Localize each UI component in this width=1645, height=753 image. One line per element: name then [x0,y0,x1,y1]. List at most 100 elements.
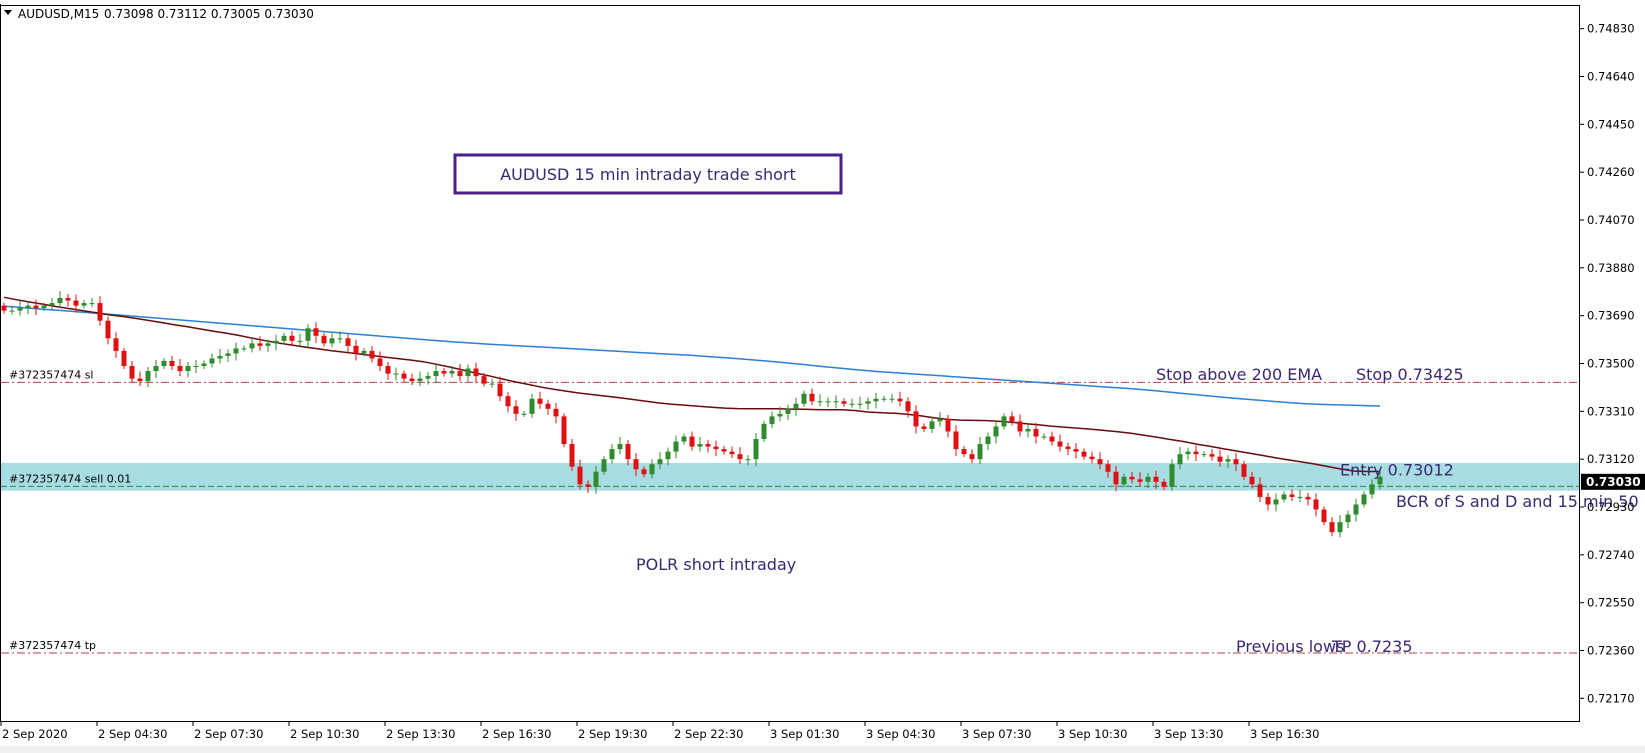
candle [1281,491,1287,503]
candle [225,349,231,362]
candle [561,413,567,448]
candle-body [945,418,951,432]
candle-body [9,310,15,312]
chevron-down-icon[interactable] [4,10,12,15]
y-tick-label: 0.74070 [1587,213,1635,227]
candle [985,432,991,451]
candle-body [1289,494,1295,497]
candle [1201,451,1207,458]
candle-body [1177,454,1183,465]
candle-body [1193,451,1199,455]
x-tick-label: 2 Sep 22:30 [674,727,743,741]
candle-body [473,368,479,377]
candle [513,400,519,421]
candle-body [1185,451,1191,455]
candle [137,371,143,387]
candle-body [929,421,935,429]
candle-body [1217,456,1223,462]
candle-body [497,383,503,397]
candle-body [585,484,591,487]
candle-body [881,398,887,400]
horizontal-scrollbar[interactable] [0,746,1645,753]
candle [1361,491,1367,508]
candle [49,298,55,310]
candle-body [441,371,447,374]
candle [1161,478,1167,490]
candle-body [65,298,71,301]
y-tick-label: 0.72170 [1587,691,1635,705]
candle [401,370,407,382]
candle-body [345,338,351,346]
candle [633,453,639,477]
candle-body [841,401,847,404]
candle [329,333,335,348]
candle [521,410,527,417]
candle-body [1025,428,1031,432]
candle [897,391,903,407]
price-axis[interactable]: 0.74830 0.74640 0.74450 0.74260 0.74070 0.738… [1579,22,1635,706]
candle-body [561,416,567,445]
candle [961,446,967,458]
candle-body [177,366,183,372]
candle [9,305,15,315]
candle [905,397,911,418]
candle-body [41,305,47,309]
ohlc-readout: 0.73098 0.73112 0.73005 0.73030 [104,7,314,21]
y-tick-label: 0.73310 [1587,404,1635,418]
annotation-text: TP 0.7235 [1331,637,1413,656]
candle [969,449,975,464]
candle-body [1137,479,1143,482]
time-axis[interactable]: 2 Sep 2020 2 Sep 04:30 2 Sep 07:30 2 Sep 10… [0,721,1319,741]
candle-body [1113,471,1119,485]
candle [233,342,239,361]
candle [1217,449,1223,467]
y-tick-label: 0.72360 [1587,644,1635,658]
annotation-text: POLR short intraday [636,555,796,574]
y-tick-label: 0.72740 [1587,548,1635,562]
annotation-text: Entry 0.73012 [1340,461,1454,480]
candle-body [329,338,335,344]
candle [417,371,423,387]
candle [1145,472,1151,488]
candle [889,393,895,403]
y-tick-label: 0.74260 [1587,165,1635,179]
candle [1313,493,1319,517]
candle [201,360,207,370]
candle [193,359,199,374]
candle [681,433,687,445]
candle [89,298,95,308]
current-price-label: 0.73030 [1586,475,1641,489]
candle [1233,453,1239,472]
candle-body [393,373,399,375]
candle-body [1369,484,1375,495]
symbol-label: AUDUSD,M15 [18,7,99,21]
candle-body [1321,509,1327,523]
candle [65,294,71,307]
chart-title: AUDUSD 15 min intraday trade short [500,165,796,184]
candle [489,378,495,388]
candle [817,394,823,407]
candle-body [25,305,31,309]
candle [209,353,215,368]
candle [1241,461,1247,480]
candle-body [161,360,167,367]
candle [297,333,303,346]
candle-body [385,366,391,374]
candle [457,364,463,382]
candle-body [105,320,111,339]
candle [1033,422,1039,444]
candle-body [169,360,175,367]
candle-body [833,401,839,403]
candle [833,395,839,409]
candle [1009,411,1015,426]
candle-body [1337,522,1343,533]
candle [1185,447,1191,461]
candle-body [89,303,95,305]
candle-body [1089,456,1095,460]
candle [161,357,167,370]
candle-body [961,449,967,455]
candle [593,465,599,494]
candle-body [697,444,703,447]
candle [857,396,863,409]
